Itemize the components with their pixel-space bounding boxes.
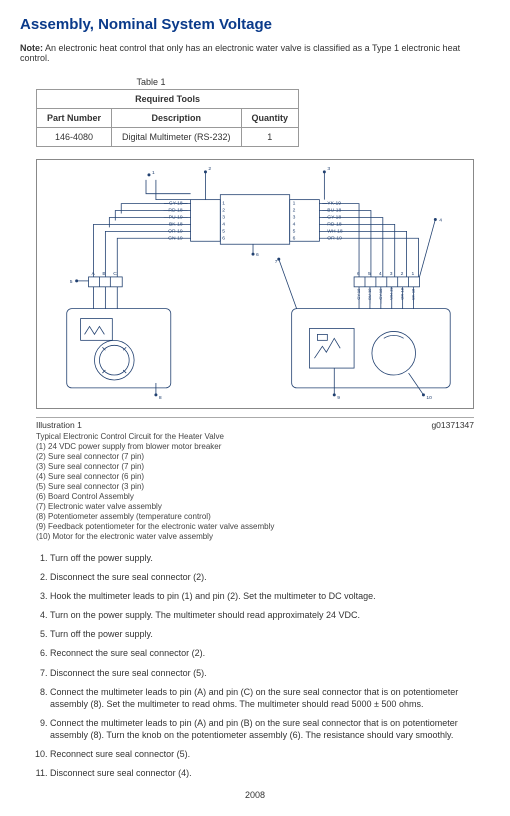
svg-text:—OR-19—: —OR-19— — [163, 228, 187, 234]
table-header: Required Tools — [37, 90, 299, 109]
illustration-code: g01371347 — [431, 420, 474, 430]
svg-text:5: 5 — [70, 279, 73, 285]
step-item: Turn off the power supply. — [50, 628, 474, 640]
svg-text:C: C — [113, 271, 117, 277]
svg-text:—RD-18—: —RD-18— — [163, 208, 187, 214]
step-item: Disconnect the sure seal connector (5). — [50, 667, 474, 679]
caption-line: (4) Sure seal connector (6 pin) — [36, 472, 474, 482]
svg-text:—GY-18: —GY-18 — [378, 288, 383, 304]
svg-text:B: B — [102, 271, 106, 277]
svg-text:3: 3 — [222, 214, 225, 220]
step-item: Connect the multimeter leads to pin (A) … — [50, 717, 474, 741]
svg-text:10: 10 — [426, 395, 432, 401]
svg-text:2: 2 — [208, 166, 211, 172]
table-caption: Table 1 — [36, 77, 266, 87]
svg-text:—RD-18: —RD-18 — [322, 221, 341, 227]
required-tools-table: Required Tools Part Number Description Q… — [36, 89, 299, 147]
illustration-label: Illustration 1 — [36, 420, 82, 430]
svg-text:3: 3 — [327, 166, 330, 172]
svg-text:4: 4 — [222, 221, 225, 227]
page-number: 2008 — [20, 790, 490, 800]
svg-text:2: 2 — [222, 208, 225, 214]
cell-qty: 1 — [241, 128, 299, 147]
procedure-steps: Turn off the power supply. Disconnect the… — [50, 552, 474, 780]
svg-text:—OR-18: —OR-18 — [400, 287, 405, 303]
cell-desc: Digital Multimeter (RS-232) — [112, 128, 242, 147]
svg-text:2: 2 — [293, 208, 296, 214]
caption-title: Typical Electronic Control Circuit for t… — [36, 432, 474, 442]
svg-text:—PU-19—: —PU-19— — [164, 214, 188, 220]
svg-text:2: 2 — [401, 271, 404, 277]
step-item: Turn off the power supply. — [50, 552, 474, 564]
step-item: Disconnect the sure seal connector (2). — [50, 571, 474, 583]
page-title: Assembly, Nominal System Voltage — [20, 16, 490, 33]
svg-text:A: A — [92, 271, 96, 277]
svg-text:5: 5 — [222, 228, 225, 234]
col-part-number: Part Number — [37, 109, 112, 128]
step-item: Reconnect sure seal connector (5). — [50, 748, 474, 760]
svg-text:6: 6 — [357, 271, 360, 277]
caption-line: (5) Sure seal connector (3 pin) — [36, 482, 474, 492]
svg-text:—BU-18: —BU-18 — [322, 208, 341, 214]
svg-text:—GY-18—: —GY-18— — [164, 201, 188, 207]
svg-text:7: 7 — [275, 259, 278, 265]
note: Note: An electronic heat control that on… — [20, 43, 490, 63]
caption-line: (8) Potentiometer assembly (temperature … — [36, 512, 474, 522]
svg-text:3: 3 — [293, 214, 296, 220]
caption-line: (3) Sure seal connector (7 pin) — [36, 462, 474, 472]
caption-block: Typical Electronic Control Circuit for t… — [36, 432, 474, 542]
svg-text:1: 1 — [222, 201, 225, 207]
svg-text:8: 8 — [159, 395, 162, 401]
svg-text:6: 6 — [293, 235, 296, 241]
cell-part: 146-4080 — [37, 128, 112, 147]
svg-text:5: 5 — [293, 228, 296, 234]
step-item: Connect the multimeter leads to pin (A) … — [50, 686, 474, 710]
svg-text:—GY-18: —GY-18 — [356, 288, 361, 304]
col-description: Description — [112, 109, 242, 128]
step-item: Disconnect sure seal connector (4). — [50, 767, 474, 779]
step-item: Turn on the power supply. The multimeter… — [50, 609, 474, 621]
svg-text:1: 1 — [412, 271, 415, 277]
svg-text:—GN-19—: —GN-19— — [163, 235, 187, 241]
svg-text:3: 3 — [390, 271, 393, 277]
svg-text:1: 1 — [293, 201, 296, 207]
caption-line: (6) Board Control Assembly — [36, 492, 474, 502]
note-text: An electronic heat control that only has… — [20, 43, 460, 63]
caption-line: (10) Motor for the electronic water valv… — [36, 532, 474, 542]
circuit-diagram: 12345678910—GY-18——RD-18——PU-19——BK-18——… — [36, 159, 474, 409]
svg-text:4: 4 — [379, 271, 382, 277]
col-quantity: Quantity — [241, 109, 299, 128]
svg-text:9: 9 — [337, 395, 340, 401]
note-label: Note: — [20, 43, 43, 53]
svg-text:—GY-18: —GY-18 — [322, 214, 341, 220]
svg-text:—BU-18: —BU-18 — [367, 288, 372, 304]
svg-text:4: 4 — [293, 221, 296, 227]
svg-text:—BK-18—: —BK-18— — [164, 221, 188, 227]
svg-text:6: 6 — [222, 235, 225, 241]
svg-text:5: 5 — [368, 271, 371, 277]
caption-line: (2) Sure seal connector (7 pin) — [36, 452, 474, 462]
step-item: Hook the multimeter leads to pin (1) and… — [50, 590, 474, 602]
step-item: Reconnect the sure seal connector (2). — [50, 647, 474, 659]
svg-text:—BK-18: —BK-18 — [411, 288, 416, 304]
caption-line: (7) Electronic water valve assembly — [36, 502, 474, 512]
svg-text:—WH-18: —WH-18 — [322, 228, 343, 234]
svg-text:6: 6 — [256, 252, 259, 258]
svg-text:—WH-19: —WH-19 — [389, 287, 394, 304]
svg-text:—YK-19: —YK-19 — [322, 201, 341, 207]
svg-text:4: 4 — [439, 217, 442, 223]
svg-text:1: 1 — [152, 170, 155, 176]
svg-text:—OR-19: —OR-19 — [322, 235, 342, 241]
caption-line: (9) Feedback potentiometer for the elect… — [36, 522, 474, 532]
caption-line: (1) 24 VDC power supply from blower moto… — [36, 442, 474, 452]
